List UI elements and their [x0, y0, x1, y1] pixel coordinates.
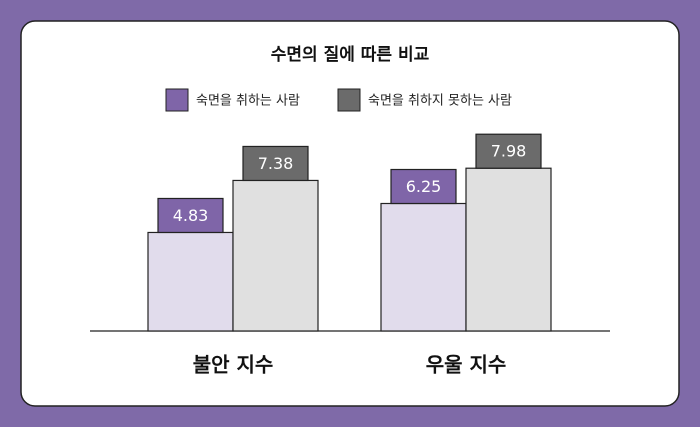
value-label: 7.98 — [491, 142, 527, 161]
card — [20, 20, 680, 407]
bar — [232, 179, 319, 332]
chart-title: 수면의 질에 따른 비교 — [271, 44, 430, 65]
bar — [465, 167, 552, 332]
legend-label: 숙면을 취하는 사람 — [196, 94, 300, 109]
legend-swatch — [337, 88, 361, 112]
legend-label: 숙면을 취하지 못하는 사람 — [368, 94, 512, 109]
bar — [147, 231, 234, 332]
value-label: 7.38 — [258, 154, 294, 173]
legend-swatch — [165, 88, 189, 112]
bar — [380, 202, 467, 332]
value-label-box — [242, 145, 309, 182]
value-label-box — [157, 197, 224, 234]
value-label-box — [475, 133, 542, 169]
value-label: 4.83 — [173, 206, 209, 225]
x-tick-label: 불안 지수 — [193, 353, 274, 377]
value-label: 6.25 — [406, 177, 442, 196]
value-label-box — [390, 168, 457, 205]
x-tick-label: 우울 지수 — [426, 353, 507, 377]
